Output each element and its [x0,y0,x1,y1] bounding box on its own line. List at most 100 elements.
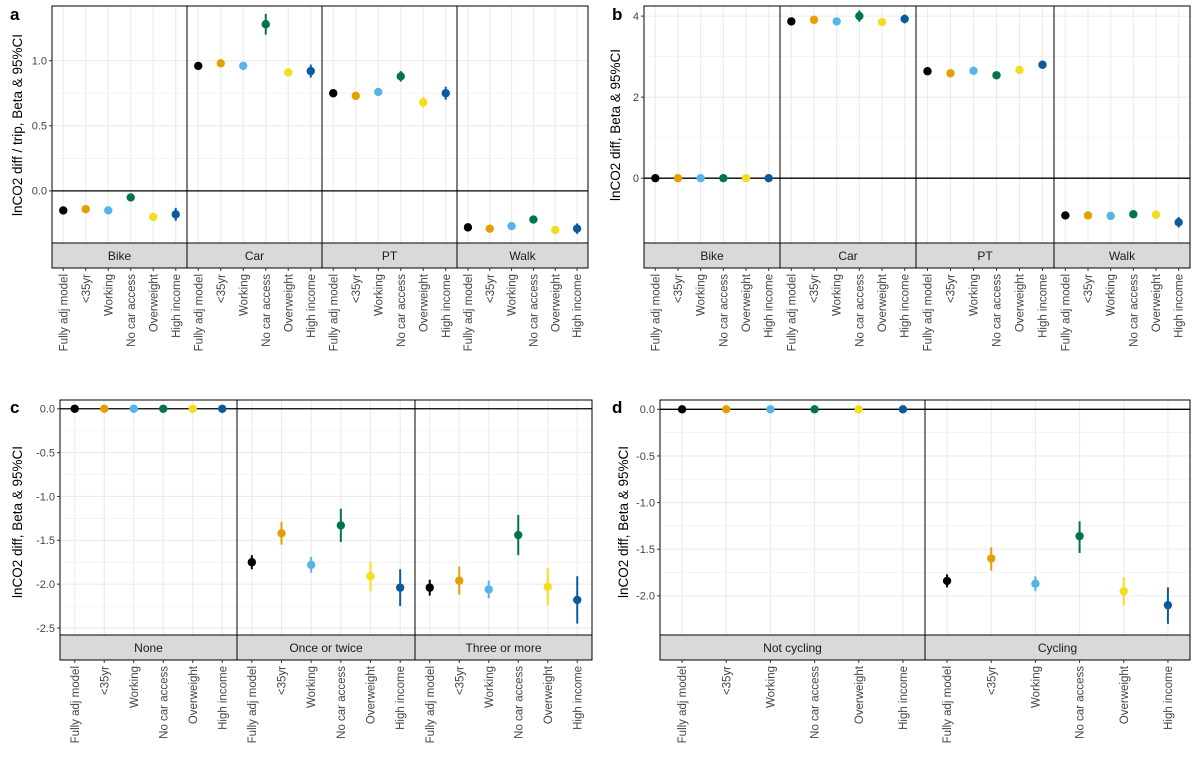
y-axis-title: lnCO2 diff, Beta & 95%CI [10,446,25,598]
data-point [1163,600,1173,610]
data-point [441,89,450,98]
facet-label: None [134,641,163,655]
data-point [455,576,464,585]
x-tick-label: Working [484,666,496,708]
facet-strip [186,242,323,269]
y-tick-label: -1.0 [36,491,55,503]
data-point [485,224,494,233]
y-axis-title: lnCO2 diff, Beta & 95%CI [616,446,631,598]
data-point [126,193,135,202]
facet-background [415,400,592,635]
x-tick-label: Overweight [877,273,889,332]
x-tick-label: Fully adj model [58,274,70,351]
data-point [1151,210,1161,219]
data-point [261,20,270,29]
data-point [898,405,908,414]
x-tick-label: <35yr [986,666,998,695]
data-point [832,17,841,26]
x-tick-label: High income [572,274,584,338]
panel-a: Bike Car PT Walk 0.0 0.5 1.0 Fully adj model <35… [10,5,589,351]
data-point [969,66,978,76]
facet-label: Walk [1109,249,1136,263]
y-tick-label: 0 [633,173,639,185]
facet-background [660,400,925,635]
x-tick-label: High income [900,274,912,338]
data-point [722,405,731,414]
x-tick-label: Overweight [366,665,378,724]
y-tick-label: 0.0 [32,186,47,198]
x-tick-label: <35yr [485,274,497,303]
facet-label: Bike [108,249,132,263]
facet-background [916,6,1054,243]
data-point [514,530,523,540]
x-tick-label: <35yr [81,274,93,303]
x-tick-label: High income [572,666,584,730]
x-tick-label: <35yr [673,274,685,303]
data-point [366,572,375,581]
data-point [329,89,338,98]
x-tick-label: High income [898,666,910,730]
facet-label: Not cycling [763,641,822,655]
facet-label: PT [977,249,993,263]
x-tick-label: No car access [718,274,730,347]
x-tick-label: No car access [261,274,273,347]
x-tick-label: High income [171,274,183,338]
data-point [1075,531,1084,541]
x-tick-label: Working [969,274,981,316]
x-tick-label: Overweight [1119,665,1131,724]
data-point [942,576,952,586]
x-tick-label: Working [238,274,250,316]
data-point [59,206,68,215]
y-tick-label: -1.5 [636,544,655,556]
facet-label: Walk [509,249,536,263]
x-tick-label: Working [129,666,141,708]
facet-strip [659,634,926,661]
data-point [104,206,113,215]
data-point [573,595,582,605]
x-tick-label: No car access [513,666,525,739]
facet-background [322,6,457,243]
facet-strip [59,634,238,661]
data-point [336,521,346,530]
x-tick-label: Working [1106,274,1118,316]
facet-background [60,400,237,635]
y-tick-label: 2 [633,92,639,104]
data-point [1106,211,1115,221]
data-point [900,14,909,24]
data-point [159,404,168,413]
y-tick-label: -1.5 [36,535,55,547]
x-tick-label: No car access [336,666,348,739]
data-point [854,405,863,414]
x-tick-label: High income [1163,666,1175,730]
data-point [351,91,360,101]
x-tick-label: No car access [528,274,540,347]
data-point [463,223,473,232]
x-tick-label: <35yr [809,274,821,303]
data-point [396,72,405,81]
data-point [1015,65,1024,75]
x-tick-label: Fully adj model [786,274,798,351]
data-point [70,404,79,413]
data-point [1119,586,1128,596]
x-tick-label: Fully adj model [1060,274,1072,351]
y-tick-label: 4 [633,11,639,23]
facet-strip [414,634,593,661]
facet-strip [456,242,589,269]
x-tick-label: No car access [1075,666,1087,739]
data-point [764,173,773,183]
data-point [696,173,705,183]
facet-background [237,400,415,635]
facet-background [457,6,588,243]
y-tick-label: -2.5 [36,623,55,635]
y-axis-title: lnCO2 diff / trip, Beta & 95%CI [10,34,25,216]
data-point [766,405,775,414]
x-tick-label: Fully adj model [463,274,475,351]
data-point [787,17,796,26]
y-axis-title: lnCO2 diff, Beta & 95%CI [608,49,623,201]
x-tick-label: High income [217,666,229,730]
facet-strip [924,634,1191,661]
facet-label: Car [838,249,857,263]
data-point [419,98,428,107]
data-point [651,173,660,183]
